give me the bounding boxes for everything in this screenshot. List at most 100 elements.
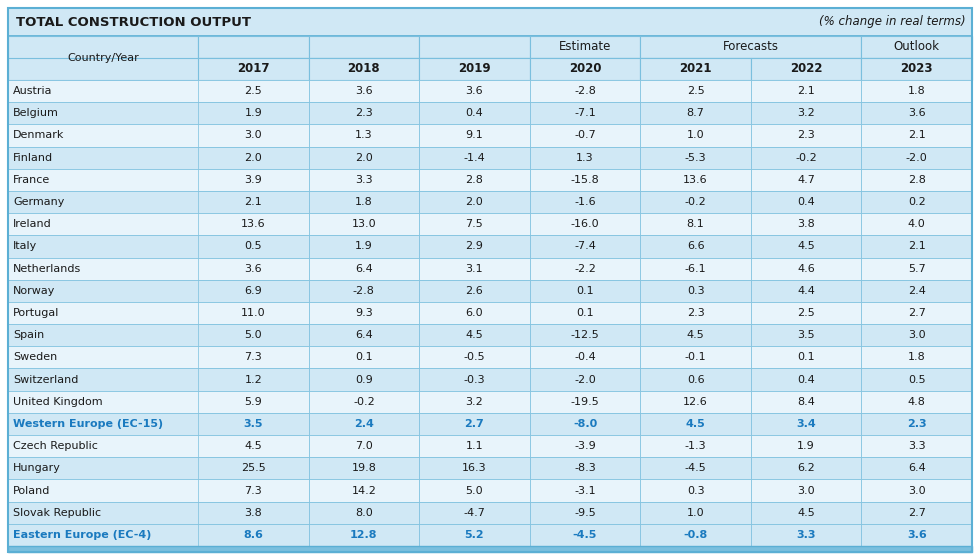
- Bar: [861, 102, 972, 124]
- Bar: [8, 302, 972, 324]
- Text: -7.1: -7.1: [574, 108, 596, 118]
- Text: 2.5: 2.5: [244, 86, 263, 96]
- Text: 4.5: 4.5: [466, 330, 483, 340]
- Text: 2.0: 2.0: [244, 153, 263, 162]
- Bar: [751, 524, 861, 546]
- Text: 1.8: 1.8: [907, 352, 925, 362]
- Bar: [419, 524, 530, 546]
- Bar: [419, 102, 530, 124]
- Bar: [419, 435, 530, 457]
- Bar: [751, 124, 861, 147]
- Bar: [419, 258, 530, 279]
- Text: 2.7: 2.7: [465, 419, 484, 429]
- Bar: [198, 169, 309, 191]
- Text: 3.4: 3.4: [797, 419, 816, 429]
- Text: Belgium: Belgium: [13, 108, 59, 118]
- Text: -7.4: -7.4: [574, 241, 596, 251]
- Text: 7.5: 7.5: [466, 219, 483, 229]
- Bar: [640, 213, 751, 235]
- Text: 4.7: 4.7: [797, 175, 815, 185]
- Bar: [419, 36, 530, 58]
- Text: Country/Year: Country/Year: [67, 53, 139, 63]
- Text: 2.9: 2.9: [466, 241, 483, 251]
- Bar: [640, 479, 751, 502]
- Text: Netherlands: Netherlands: [13, 264, 81, 274]
- Bar: [309, 524, 419, 546]
- Text: United Kingdom: United Kingdom: [13, 397, 103, 407]
- Bar: [530, 235, 640, 258]
- Text: 2.3: 2.3: [687, 308, 705, 318]
- Bar: [530, 58, 640, 80]
- Bar: [8, 36, 972, 58]
- Text: 5.2: 5.2: [465, 530, 484, 540]
- Text: Sweden: Sweden: [13, 352, 57, 362]
- Bar: [309, 235, 419, 258]
- Text: -16.0: -16.0: [570, 219, 600, 229]
- Text: 2.6: 2.6: [466, 286, 483, 296]
- Text: 0.2: 0.2: [907, 197, 925, 207]
- Bar: [640, 413, 751, 435]
- Bar: [640, 258, 751, 279]
- Text: 0.5: 0.5: [244, 241, 262, 251]
- Bar: [419, 502, 530, 524]
- Bar: [640, 302, 751, 324]
- Text: 1.3: 1.3: [355, 130, 372, 141]
- Text: 0.3: 0.3: [687, 286, 705, 296]
- Bar: [861, 169, 972, 191]
- Text: 2.8: 2.8: [907, 175, 926, 185]
- Bar: [640, 368, 751, 391]
- Text: 2.1: 2.1: [244, 197, 263, 207]
- Text: Switzerland: Switzerland: [13, 375, 78, 385]
- Bar: [751, 58, 861, 80]
- Bar: [640, 457, 751, 479]
- Bar: [8, 8, 972, 36]
- Text: 8.0: 8.0: [355, 508, 372, 517]
- Text: 8.1: 8.1: [687, 219, 705, 229]
- Bar: [309, 324, 419, 346]
- Text: 11.0: 11.0: [241, 308, 266, 318]
- Bar: [8, 346, 972, 368]
- Text: 1.8: 1.8: [907, 86, 925, 96]
- Bar: [198, 346, 309, 368]
- Text: 6.6: 6.6: [687, 241, 705, 251]
- Bar: [198, 413, 309, 435]
- Text: 3.6: 3.6: [466, 86, 483, 96]
- Text: Austria: Austria: [13, 86, 53, 96]
- Text: 4.5: 4.5: [686, 419, 706, 429]
- Bar: [8, 457, 972, 479]
- Bar: [419, 169, 530, 191]
- Bar: [198, 213, 309, 235]
- Text: Finland: Finland: [13, 153, 53, 162]
- Text: France: France: [13, 175, 50, 185]
- Bar: [309, 213, 419, 235]
- Text: 8.4: 8.4: [797, 397, 815, 407]
- Bar: [861, 235, 972, 258]
- Bar: [8, 324, 972, 346]
- Bar: [419, 58, 530, 80]
- Text: 9.3: 9.3: [355, 308, 372, 318]
- Bar: [8, 258, 972, 279]
- Text: 1.0: 1.0: [687, 508, 705, 517]
- Bar: [419, 124, 530, 147]
- Bar: [419, 147, 530, 169]
- Bar: [198, 479, 309, 502]
- Bar: [8, 502, 972, 524]
- Bar: [419, 413, 530, 435]
- Text: -2.2: -2.2: [574, 264, 596, 274]
- Text: 4.5: 4.5: [798, 508, 815, 517]
- Text: -1.4: -1.4: [464, 153, 485, 162]
- Text: -0.2: -0.2: [795, 153, 817, 162]
- Bar: [530, 213, 640, 235]
- Text: 3.0: 3.0: [907, 330, 925, 340]
- Text: -19.5: -19.5: [570, 397, 600, 407]
- Text: Slovak Republic: Slovak Republic: [13, 508, 101, 517]
- Bar: [419, 324, 530, 346]
- Text: -3.9: -3.9: [574, 441, 596, 451]
- Text: Portugal: Portugal: [13, 308, 60, 318]
- Bar: [640, 235, 751, 258]
- Text: 7.3: 7.3: [244, 352, 263, 362]
- Bar: [530, 457, 640, 479]
- Bar: [861, 479, 972, 502]
- Bar: [861, 147, 972, 169]
- Bar: [751, 502, 861, 524]
